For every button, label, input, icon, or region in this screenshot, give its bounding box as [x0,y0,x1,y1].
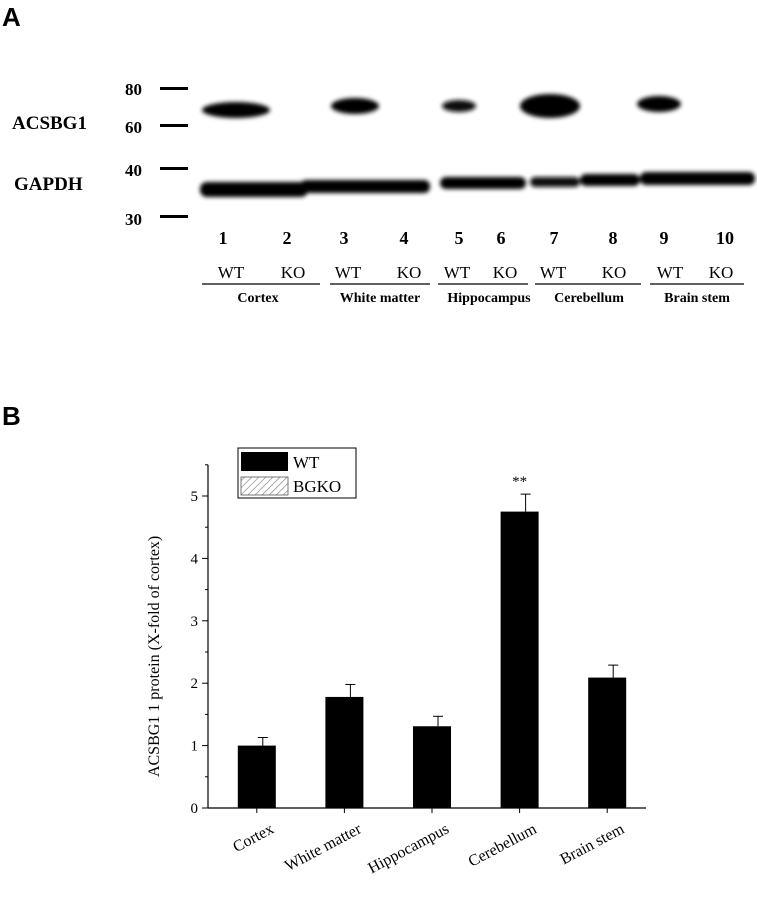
genotype-labels: WT KO WT KO WT KO WT KO WT KO [218,263,734,282]
bar-chart: 0 1 2 3 4 5 ACSBG1 1 protein (X-fold of cortex… [146,464,646,878]
y-tick-label: 0 [191,801,199,817]
bar-brain-stem [588,677,627,808]
genotype-label: KO [709,263,734,282]
blot-band [300,180,430,193]
lane-number: 8 [609,228,618,248]
x-tick-label: White matter [282,820,365,875]
blot-band [520,94,580,118]
blot-band [580,174,640,186]
tissue-labels: Cortex White matter Hippocampus Cerebell… [237,291,730,306]
blot-band [442,100,476,112]
lane-number: 9 [660,228,669,248]
mw-marker-tick [160,167,188,170]
lane-number: 10 [716,228,734,248]
lane-number: 4 [400,228,409,248]
chart-legend: WT BGKO [237,447,357,499]
lane-number: 5 [455,228,464,248]
mw-marker-tick [160,215,188,218]
genotype-label: KO [493,263,518,282]
mw-marker-label: 60 [125,118,142,137]
blot-band [640,172,755,185]
lane-number: 2 [283,228,292,248]
y-tick-label: 5 [191,489,199,505]
bar-cerebellum [500,511,539,808]
genotype-label: KO [397,263,422,282]
x-tick-label: Brain stem [557,820,627,868]
bar-hippocampus [413,726,451,808]
blot-band [637,96,681,112]
tissue-label: Hippocampus [447,291,531,306]
genotype-label: WT [540,263,567,282]
lane-number: 1 [219,228,228,248]
tissue-label: White matter [340,291,420,306]
tissue-label: Cerebellum [554,291,624,306]
lane-number: 6 [497,228,506,248]
lane-number: 7 [550,228,559,248]
x-tick-label: Hippocampus [365,821,451,878]
y-tick-label: 2 [191,676,199,692]
legend-swatch-bgko [240,476,289,496]
mw-marker-label: 30 [125,210,142,229]
mw-marker-label: 80 [125,80,142,99]
mw-marker-tick [160,124,188,127]
y-tick-label: 4 [191,551,199,567]
legend-label-bgko: BGKO [293,477,341,496]
panel-a-letter: A [2,2,21,32]
significance-marker: ** [512,474,527,490]
genotype-label: WT [444,263,471,282]
blot-band [530,177,580,187]
blot-band [440,177,526,189]
x-tick-label: Cortex [230,821,276,856]
legend-swatch-wt [241,452,288,471]
blot-band [200,182,308,197]
mw-markers: 80 60 40 30 [125,80,188,229]
blot-band [331,98,379,114]
panel-b-letter: B [2,401,21,431]
blot-band [202,102,270,118]
genotype-label: WT [657,263,684,282]
lane-numbers: 1 2 3 4 5 6 7 8 9 10 [219,228,735,248]
genotype-label: KO [281,263,306,282]
blot-row-label-gapdh: GAPDH [14,174,83,195]
x-tick-label: Cerebellum [466,820,540,870]
lane-number: 3 [340,228,349,248]
genotype-label: WT [335,263,362,282]
gapdh-bands [200,172,755,197]
y-tick-label: 3 [191,614,199,630]
mw-marker-tick [160,87,188,90]
y-tick-label: 1 [191,739,199,755]
blot-row-label-acsbg1: ACSBG1 [12,113,87,134]
genotype-label: KO [602,263,627,282]
mw-marker-label: 40 [125,161,142,180]
bar-white-matter [325,696,364,808]
tissue-label: Cortex [237,291,278,306]
bar-cortex [237,745,276,808]
panel-a: A ACSBG1 GAPDH 80 60 40 30 [2,2,755,306]
legend-label-wt: WT [293,453,320,472]
panel-b: B 0 1 2 3 4 5 ACSBG1 1 protein (X-fold of cort… [2,401,646,877]
genotype-label: WT [218,263,245,282]
tissue-label: Brain stem [664,291,730,306]
y-axis-label: ACSBG1 1 protein (X-fold of cortex) [146,536,163,777]
acsbg1-bands [202,94,681,118]
